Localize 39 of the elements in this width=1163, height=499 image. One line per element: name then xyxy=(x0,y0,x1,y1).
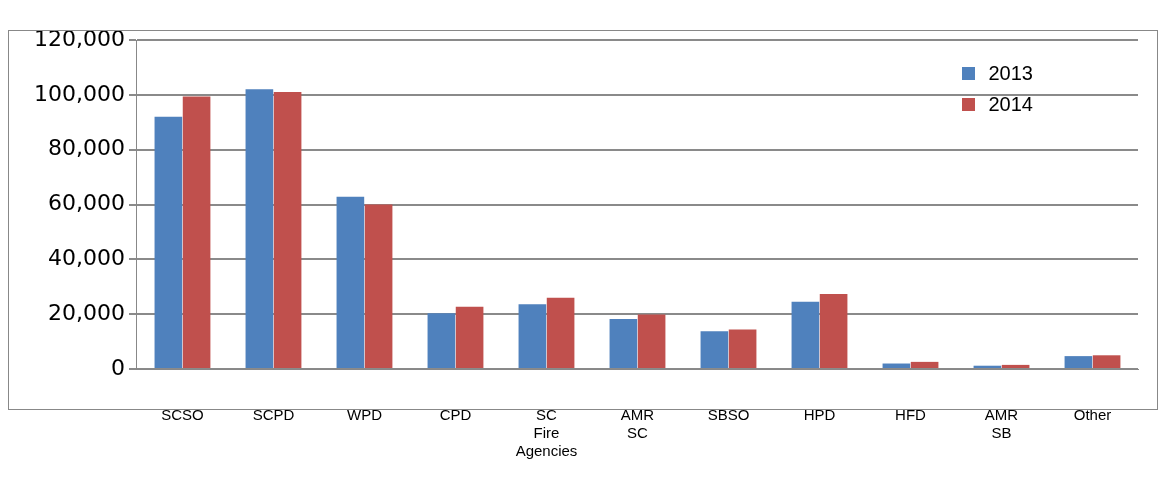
bar xyxy=(427,313,456,368)
bar xyxy=(182,96,211,368)
x-tick-label: SC Fire Agencies xyxy=(515,406,578,460)
x-tick-label: Other xyxy=(1073,406,1112,424)
y-tick-label: 40,000 xyxy=(47,245,125,271)
x-tick-label: CPD xyxy=(439,406,472,424)
x-tick-label: HPD xyxy=(803,406,836,424)
bar xyxy=(1092,355,1121,368)
x-tick-label: SBSO xyxy=(707,406,750,424)
bar xyxy=(154,116,183,368)
bar xyxy=(819,293,848,368)
x-tick-label: WPD xyxy=(346,406,383,424)
bar xyxy=(245,89,274,368)
x-tick-label: HFD xyxy=(895,406,927,424)
bar xyxy=(273,92,302,368)
bar xyxy=(910,361,939,368)
bar xyxy=(609,319,638,368)
bar xyxy=(364,204,393,368)
bar xyxy=(700,331,729,368)
x-tick-label: AMR SC xyxy=(620,406,655,442)
legend-label: 2014 xyxy=(988,93,1033,116)
bar xyxy=(336,196,365,368)
y-tick-label: 0 xyxy=(110,354,125,380)
bar xyxy=(791,301,820,368)
x-tick-label: SCPD xyxy=(252,406,295,424)
y-tick-label: 80,000 xyxy=(47,135,125,161)
y-tick-label: 100,000 xyxy=(33,80,125,106)
x-tick-label: SCSO xyxy=(161,406,204,424)
bar xyxy=(546,297,575,368)
bar xyxy=(728,329,757,368)
bar xyxy=(518,304,547,368)
legend-label: 2013 xyxy=(988,62,1033,85)
bar xyxy=(1001,364,1030,368)
x-tick-label: AMR SB xyxy=(984,406,1019,442)
y-tick-label: 20,000 xyxy=(47,299,125,325)
y-tick-label: 60,000 xyxy=(47,190,125,216)
bar xyxy=(1064,356,1093,368)
bar xyxy=(455,306,484,368)
bar xyxy=(637,314,666,368)
